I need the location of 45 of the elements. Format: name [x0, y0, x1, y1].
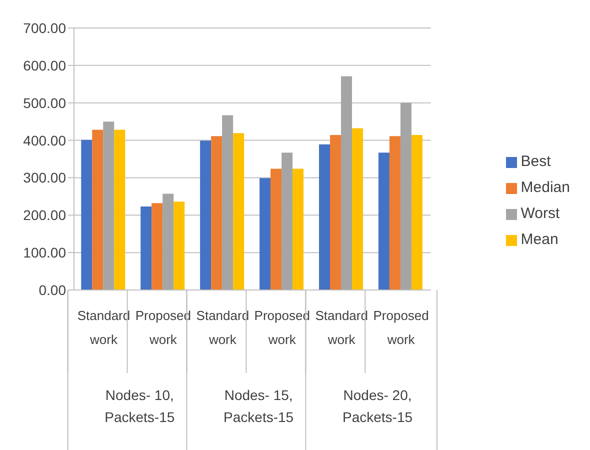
legend-label: Best	[520, 153, 551, 170]
bar	[378, 152, 390, 290]
bar	[140, 206, 152, 290]
text: Nodes- 20, Packets-15	[342, 387, 413, 425]
bar	[222, 115, 234, 290]
legend-label: Worst	[520, 205, 560, 222]
bar	[81, 140, 92, 290]
bar	[103, 122, 114, 290]
bar	[270, 168, 282, 290]
bar	[389, 136, 400, 290]
bar	[233, 133, 244, 290]
y-tick-label: 400.00	[23, 132, 66, 148]
bar	[282, 152, 293, 290]
bar	[400, 102, 412, 290]
y-tick-label: 100.00	[23, 244, 66, 261]
x-tick-label: Proposed work	[254, 308, 310, 347]
bar	[200, 140, 212, 290]
bar	[174, 202, 185, 290]
bar	[341, 76, 352, 290]
bar	[292, 168, 304, 290]
bar	[260, 178, 271, 290]
y-tick-label: 600.00	[23, 57, 66, 74]
y-tick-label: 200.00	[23, 207, 66, 224]
text: Nodes- 10, Packets-15	[104, 387, 175, 425]
text: Nodes- 15, Packets-15	[224, 387, 294, 425]
bar	[152, 203, 163, 290]
bar	[211, 136, 222, 290]
bar	[411, 135, 422, 290]
bar	[330, 135, 341, 290]
bar	[319, 144, 330, 290]
x-tick-label: Standard work	[196, 308, 250, 347]
bar	[352, 128, 363, 290]
bar	[92, 130, 104, 290]
bar	[162, 194, 174, 290]
x-tick-label: Standard work	[315, 308, 368, 347]
x-tick-label: Proposed work	[135, 308, 192, 347]
y-tick-label: 300.00	[23, 170, 66, 186]
y-tick-label: 500.00	[23, 94, 66, 111]
x-tick-label: Standard work	[77, 308, 130, 347]
legend-label: Mean	[520, 231, 558, 248]
legend-label: Median	[520, 179, 570, 196]
x-tick-label: Proposed work	[373, 308, 429, 347]
bar	[114, 130, 126, 290]
y-tick-label: 0.00	[38, 282, 66, 298]
y-tick-label: 700.00	[23, 20, 66, 36]
